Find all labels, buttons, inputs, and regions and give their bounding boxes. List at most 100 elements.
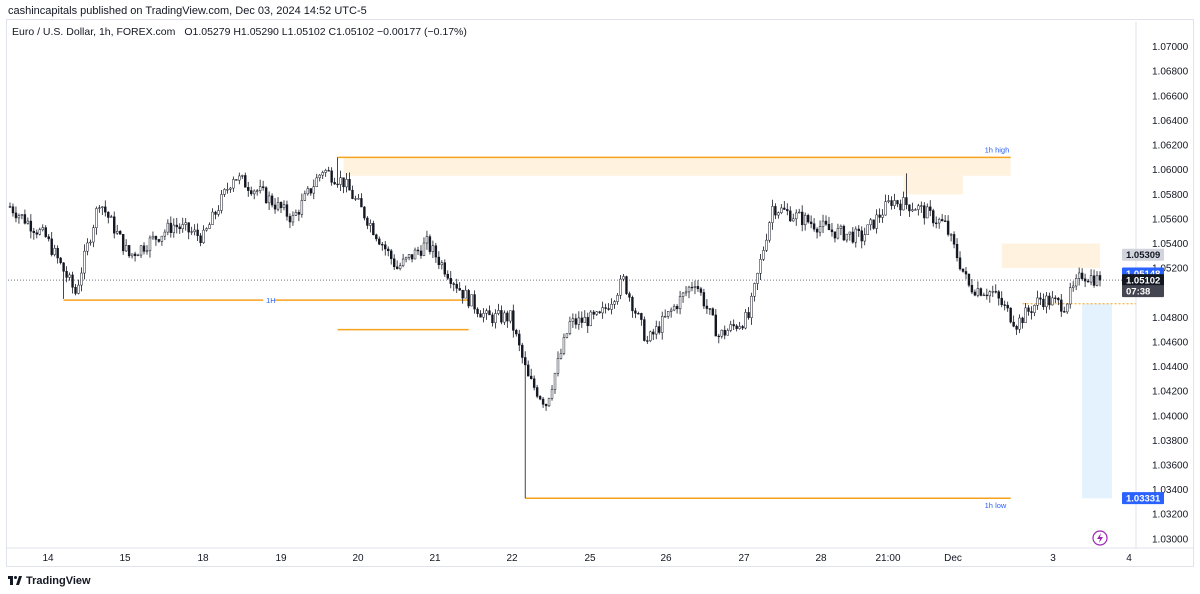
candle-bull (863, 234, 866, 242)
candle-bear (532, 378, 536, 388)
candle-bear (741, 326, 744, 329)
candle-bear (1086, 280, 1090, 283)
x-tick-label: 27 (738, 553, 750, 564)
candle-bull (282, 204, 286, 209)
candle-bull (768, 222, 771, 241)
candle-bull (571, 318, 575, 322)
price-tag (1122, 285, 1164, 298)
candle-bull (83, 250, 86, 274)
x-tick-label: 26 (660, 553, 672, 564)
candle-bull (241, 175, 244, 177)
candle-bear (806, 215, 810, 223)
candle-bull (976, 288, 980, 296)
candle-bull (839, 225, 843, 229)
candle-bull (20, 214, 24, 216)
candle-bear (905, 197, 908, 206)
candle-bear (488, 310, 491, 316)
candle-bull (202, 229, 205, 243)
candle-bull (110, 216, 113, 218)
candle-bull (1069, 287, 1072, 305)
candle-bull (258, 186, 262, 191)
candle-bear (789, 210, 792, 222)
candle-bull (339, 177, 342, 185)
candle-bear (872, 219, 875, 229)
candle-bull (693, 286, 697, 288)
candle-bull (661, 316, 664, 333)
candle-bear (958, 257, 962, 270)
y-tick-label: 1.06000 (1152, 165, 1189, 176)
candle-bull (926, 206, 929, 219)
candle-bear (65, 271, 68, 278)
level-label: 1H (266, 296, 276, 305)
y-tick-label: 1.04400 (1152, 362, 1189, 373)
publisher-line: cashincapitals published on TradingView.… (8, 5, 367, 17)
x-tick-label: 15 (119, 553, 131, 564)
candle-bull (583, 317, 586, 323)
candle-bear (625, 276, 628, 294)
candle-bear (44, 227, 47, 237)
candle-bear (1080, 272, 1084, 280)
candle-bull (565, 333, 569, 338)
candle-bear (348, 179, 351, 191)
candle-bear (833, 231, 837, 239)
candle-bear (640, 313, 643, 320)
candle-bear (708, 308, 712, 310)
candle-bear (214, 211, 217, 215)
candle-bull (753, 283, 756, 297)
candle-bear (964, 271, 968, 275)
level-label: 1h high (985, 145, 1010, 154)
candle-bear (824, 220, 828, 225)
candle-bear (732, 324, 735, 327)
candle-bear (1042, 298, 1045, 308)
candle-bull (166, 222, 170, 233)
candle-bull (53, 248, 56, 255)
x-tick-label: 28 (815, 553, 827, 564)
candle-bull (553, 373, 557, 390)
candle-bear (250, 190, 253, 195)
candle-bear (127, 245, 131, 257)
candle-bear (851, 231, 855, 243)
candle-bull (86, 242, 89, 252)
candle-bear (524, 357, 527, 366)
candle-bull (687, 286, 691, 293)
candle-bear (1009, 307, 1012, 323)
candle-bull (795, 212, 798, 220)
candle-bear (518, 333, 521, 346)
candle-bear (235, 179, 238, 181)
candle-bear (351, 189, 354, 199)
candle-bull (669, 309, 673, 312)
candle-bull (616, 295, 619, 302)
candle-bull (601, 307, 604, 314)
candle-bear (574, 318, 578, 325)
candle-bull (205, 228, 208, 231)
candle-bull (422, 242, 426, 256)
candle-bull (89, 241, 92, 244)
candle-bear (1060, 299, 1063, 312)
candle-bear (646, 340, 649, 342)
candle-bear (705, 305, 709, 309)
candle-bull (866, 224, 869, 235)
candle-bear (899, 203, 902, 211)
candle-bull (211, 211, 214, 225)
candle-bear (1027, 307, 1030, 312)
candle-bull (151, 235, 155, 239)
candle-bull (238, 175, 241, 181)
candle-bull (556, 358, 560, 374)
candle-bear (363, 206, 366, 219)
candle-bear (142, 245, 146, 252)
candle-bull (1095, 275, 1099, 286)
candle-bear (711, 308, 715, 316)
candle-bear (634, 310, 637, 314)
candle-bull (315, 177, 318, 187)
candle-bull (321, 172, 324, 176)
candle-bear (387, 248, 390, 252)
candle-bull (193, 229, 196, 232)
candle-bear (943, 220, 947, 222)
price-tag (1122, 248, 1164, 261)
footer-brand[interactable]: TradingView (8, 573, 91, 588)
candle-bull (1033, 305, 1036, 313)
price-tag-label: 1.05102 (1126, 276, 1160, 287)
candle-bear (1083, 278, 1087, 282)
price-tag-label: 1.03331 (1126, 494, 1161, 505)
